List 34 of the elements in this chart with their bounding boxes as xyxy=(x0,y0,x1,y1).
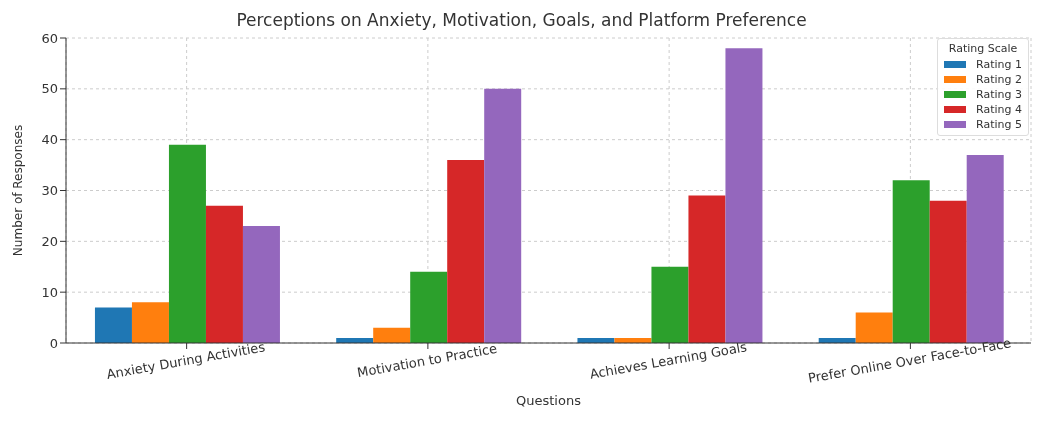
legend-label: Rating 1 xyxy=(976,58,1022,71)
bar xyxy=(651,266,689,343)
bar xyxy=(131,302,169,343)
x-tick-label: Achieves Learning Goals xyxy=(588,339,749,382)
legend-title: Rating Scale xyxy=(947,42,1019,55)
bar xyxy=(410,271,448,343)
x-axis-title: Questions xyxy=(516,393,582,408)
bar xyxy=(484,88,522,343)
bar xyxy=(168,144,206,343)
y-tick-label: 60 xyxy=(41,30,58,46)
bar xyxy=(725,48,763,343)
bar xyxy=(242,226,280,343)
y-tick-label: 20 xyxy=(41,233,58,249)
bar xyxy=(855,312,893,343)
y-tick-label: 50 xyxy=(41,81,58,97)
y-tick-label: 10 xyxy=(41,284,58,300)
legend-label: Rating 2 xyxy=(976,73,1022,86)
bar xyxy=(688,195,726,343)
y-tick-label: 0 xyxy=(49,335,58,351)
y-axis-title: Number of Responses xyxy=(11,124,26,257)
legend-label: Rating 3 xyxy=(976,88,1022,101)
legend-label: Rating 5 xyxy=(976,118,1022,131)
bar xyxy=(892,180,930,343)
bar xyxy=(373,327,411,343)
chart-title: Perceptions on Anxiety, Motivation, Goals, and Platform Preference xyxy=(235,9,808,32)
y-tick-label: 30 xyxy=(41,183,58,199)
legend-label: Rating 4 xyxy=(976,103,1022,116)
x-tick-label: Motivation to Practice xyxy=(356,340,499,381)
bar xyxy=(447,160,485,343)
x-tick-label: Prefer Online Over Face-to-Face xyxy=(807,335,1013,386)
bar xyxy=(205,205,243,343)
bar xyxy=(94,307,132,343)
y-tick-label: 40 xyxy=(41,132,58,148)
x-tick-label: Anxiety During Activities xyxy=(105,339,267,382)
